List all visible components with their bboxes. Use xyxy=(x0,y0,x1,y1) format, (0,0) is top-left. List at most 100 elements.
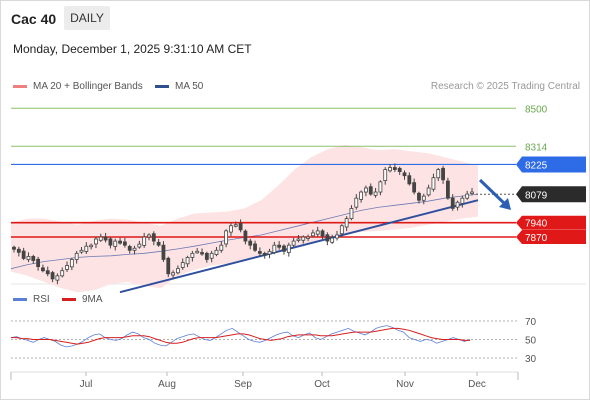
credit-text: Research © 2025 Trading Central xyxy=(430,81,580,92)
rsi-tick-label: 30 xyxy=(525,354,537,365)
support-level-label: 7940 xyxy=(525,219,548,230)
pivot-level-label: 8225 xyxy=(525,160,548,171)
legend-label: 9MA xyxy=(82,294,103,305)
x-tick-label: Sep xyxy=(234,379,252,390)
trend-line xyxy=(119,199,479,294)
candle-body xyxy=(417,192,421,201)
candle-body xyxy=(60,270,65,277)
candle-body xyxy=(311,232,315,237)
projection-arrowhead xyxy=(499,198,511,210)
candle-body xyxy=(156,241,161,246)
candle-body xyxy=(26,256,31,261)
candle-body xyxy=(407,175,412,185)
candle-body xyxy=(103,236,108,241)
candle-body xyxy=(122,241,127,246)
candle-body xyxy=(171,272,175,276)
candle-body xyxy=(50,272,55,280)
target-level-label: 8500 xyxy=(525,104,548,115)
candle-body xyxy=(142,236,147,246)
last-price-tag xyxy=(516,186,586,203)
candle-body xyxy=(359,191,364,200)
candle-body xyxy=(108,238,113,246)
candle-body xyxy=(176,268,180,274)
candle-body xyxy=(224,230,229,245)
candle-body xyxy=(65,265,69,270)
legend-swatch xyxy=(13,298,27,301)
rsi-series-line xyxy=(11,327,470,345)
candle-body xyxy=(291,240,296,246)
last-price-label: 8079 xyxy=(525,190,548,201)
candle-body xyxy=(460,197,465,204)
candle-body xyxy=(378,181,383,193)
legend-swatch xyxy=(13,85,27,88)
candle-body xyxy=(373,191,378,196)
candle-body xyxy=(282,245,286,252)
candle-body xyxy=(185,257,190,265)
candle-body xyxy=(219,244,224,251)
x-tick-label: Oct xyxy=(314,379,330,390)
candle-body xyxy=(412,182,417,193)
candle-body xyxy=(74,252,79,260)
candle-body xyxy=(315,230,320,235)
candle-body xyxy=(277,244,282,248)
candle-body xyxy=(339,225,344,235)
instrument-title: Cac 40 xyxy=(11,11,57,27)
x-tick-label: Aug xyxy=(158,379,176,390)
candle-body xyxy=(421,195,426,201)
candle-body xyxy=(147,234,151,238)
legend-item-9ma: 9MA xyxy=(62,294,103,305)
legend-item-rsi: RSI xyxy=(13,294,50,305)
candle-body xyxy=(335,234,339,239)
candle-body xyxy=(195,250,200,254)
candle-body xyxy=(397,167,402,173)
bollinger-band xyxy=(11,145,478,293)
candle-body xyxy=(354,197,359,208)
legend-label: MA 20 + Bollinger Bands xyxy=(33,81,143,92)
support-level-label: 7870 xyxy=(525,233,548,244)
candle-body xyxy=(36,258,41,268)
candle-body xyxy=(166,257,171,275)
candle-body xyxy=(441,167,445,181)
legend-item-ma20: MA 20 + Bollinger Bands xyxy=(13,81,143,92)
candle-body xyxy=(445,180,450,199)
candle-body xyxy=(233,224,238,227)
candle-body xyxy=(344,218,349,228)
candle-body xyxy=(89,244,94,248)
candle-body xyxy=(306,236,310,239)
candle-body xyxy=(190,252,195,258)
candle-body xyxy=(180,262,185,268)
projection-arrow xyxy=(478,178,508,207)
candle-body xyxy=(296,238,301,241)
legend-swatch xyxy=(155,85,169,88)
candle-body xyxy=(238,223,243,231)
candle-body xyxy=(402,172,407,177)
legend-label: RSI xyxy=(33,294,50,305)
candle-body xyxy=(55,275,60,281)
candle-body xyxy=(41,267,45,272)
candle-body xyxy=(450,197,455,209)
candle-body xyxy=(209,252,214,259)
candle-body xyxy=(84,245,89,252)
timeframe-button[interactable]: DAILY xyxy=(64,6,110,30)
x-tick-label: Dec xyxy=(468,379,486,390)
pivot-level-tag xyxy=(516,156,586,173)
legend-label: MA 50 xyxy=(175,81,204,92)
candle-body xyxy=(383,169,388,181)
candle-body xyxy=(248,240,253,246)
candle-body xyxy=(137,243,142,248)
legend-item-ma50: MA 50 xyxy=(155,81,203,92)
candle-body xyxy=(16,248,21,253)
candle-body xyxy=(301,236,306,241)
candle-body xyxy=(257,251,262,254)
candle-body xyxy=(214,249,219,255)
legend-swatch xyxy=(62,298,76,301)
support-level-tag xyxy=(516,215,586,230)
rsi-tick-label: 50 xyxy=(525,336,537,347)
candle-body xyxy=(267,250,272,255)
candle-body xyxy=(364,187,368,193)
support-level-tag xyxy=(516,230,586,244)
candle-body xyxy=(330,237,335,243)
candle-body xyxy=(465,193,470,199)
candle-body xyxy=(12,246,16,250)
